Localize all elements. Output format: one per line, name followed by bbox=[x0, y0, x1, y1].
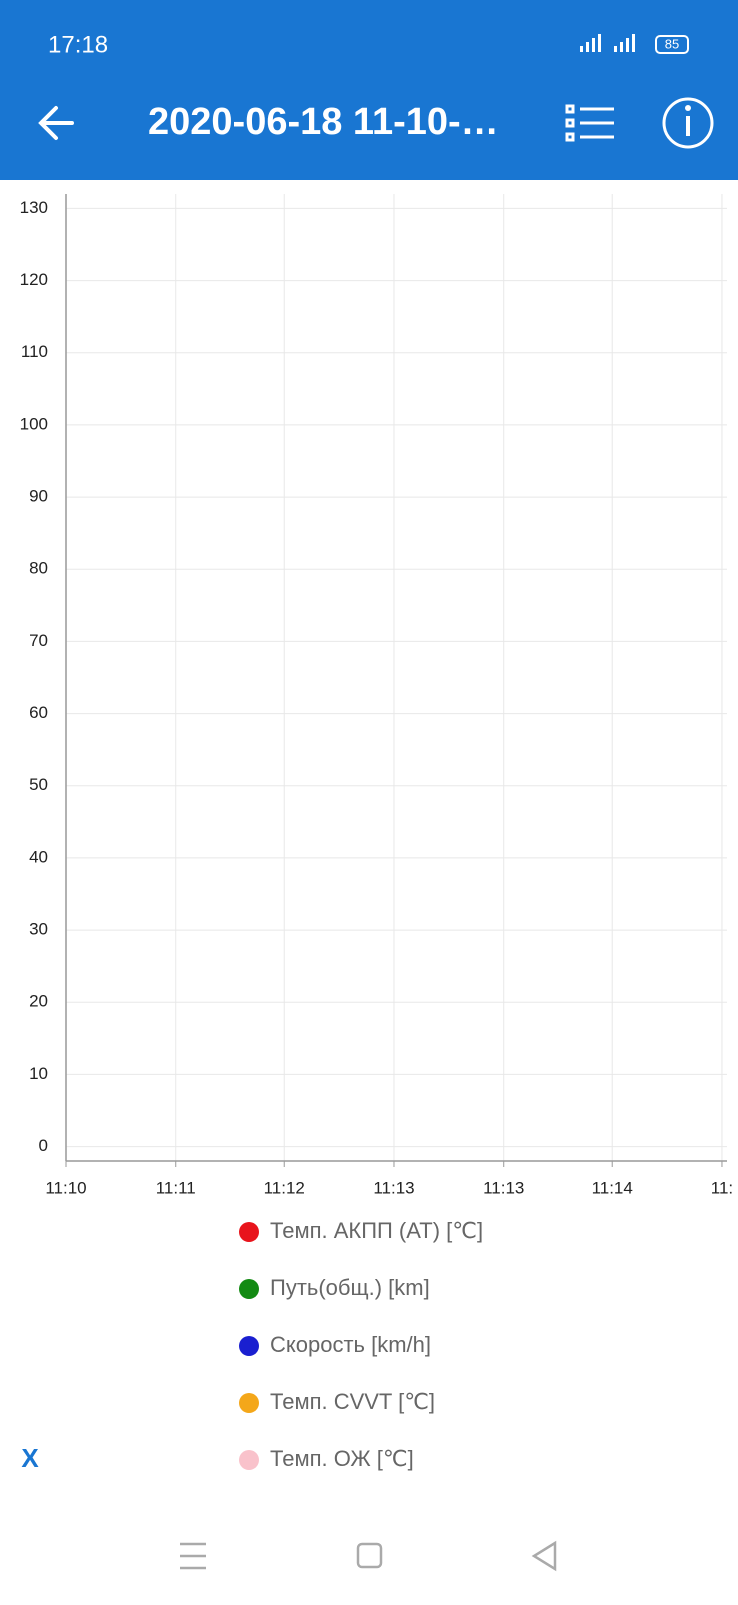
nav-home[interactable] bbox=[356, 1542, 383, 1569]
close-button[interactable]: X bbox=[21, 1443, 39, 1473]
y-tick-label: 30 bbox=[29, 920, 48, 939]
legend-label: Темп. ОЖ [℃] bbox=[270, 1446, 414, 1471]
legend-marker bbox=[239, 1450, 259, 1470]
y-tick-label: 120 bbox=[20, 270, 48, 289]
y-tick-label: 70 bbox=[29, 631, 48, 650]
nav-menu[interactable] bbox=[180, 1542, 206, 1570]
app-title: 2020-06-18 11-10-… bbox=[148, 101, 499, 143]
legend-marker bbox=[239, 1222, 259, 1242]
legend-marker bbox=[239, 1393, 259, 1413]
y-tick-label: 100 bbox=[20, 414, 48, 433]
y-tick-label: 60 bbox=[29, 703, 48, 722]
x-tick-label: 11:13 bbox=[483, 1178, 524, 1197]
battery-level: 85 bbox=[665, 36, 679, 51]
legend-marker bbox=[239, 1279, 259, 1299]
x-tick-label: 11:11 bbox=[156, 1178, 196, 1197]
battery bbox=[655, 35, 689, 54]
x-tick-label: 11:10 bbox=[45, 1178, 86, 1197]
x-tick-label: 11:13 bbox=[373, 1178, 414, 1197]
x-tick-label: 11:12 bbox=[264, 1178, 305, 1197]
legend-marker bbox=[239, 1336, 259, 1356]
status-time: 17:18 bbox=[48, 31, 108, 58]
y-tick-label: 0 bbox=[39, 1136, 48, 1155]
y-tick-label: 130 bbox=[20, 198, 48, 217]
y-tick-label: 110 bbox=[21, 342, 48, 361]
legend-label: Темп. CVVT [℃] bbox=[270, 1389, 435, 1414]
nav-bar bbox=[180, 1540, 557, 1572]
y-tick-label: 20 bbox=[29, 992, 48, 1011]
back-button[interactable] bbox=[38, 106, 74, 140]
list-button[interactable] bbox=[565, 104, 614, 142]
y-tick-label: 50 bbox=[29, 775, 48, 794]
legend-label: Путь(общ.) [km] bbox=[270, 1275, 430, 1300]
info-button[interactable] bbox=[662, 97, 714, 149]
y-tick-label: 90 bbox=[29, 487, 48, 506]
legend-label: Скорость [km/h] bbox=[270, 1332, 431, 1357]
signal-icons bbox=[580, 34, 635, 52]
y-tick-label: 80 bbox=[29, 559, 48, 578]
x-tick-label: 11: bbox=[711, 1178, 733, 1197]
y-tick-label: 10 bbox=[29, 1064, 48, 1083]
legend-label: Темп. АКПП (AT) [℃] bbox=[270, 1218, 483, 1243]
x-tick-label: 11:14 bbox=[592, 1178, 633, 1197]
app-bar bbox=[0, 0, 738, 180]
y-tick-label: 40 bbox=[29, 847, 48, 866]
nav-back[interactable] bbox=[531, 1540, 557, 1572]
